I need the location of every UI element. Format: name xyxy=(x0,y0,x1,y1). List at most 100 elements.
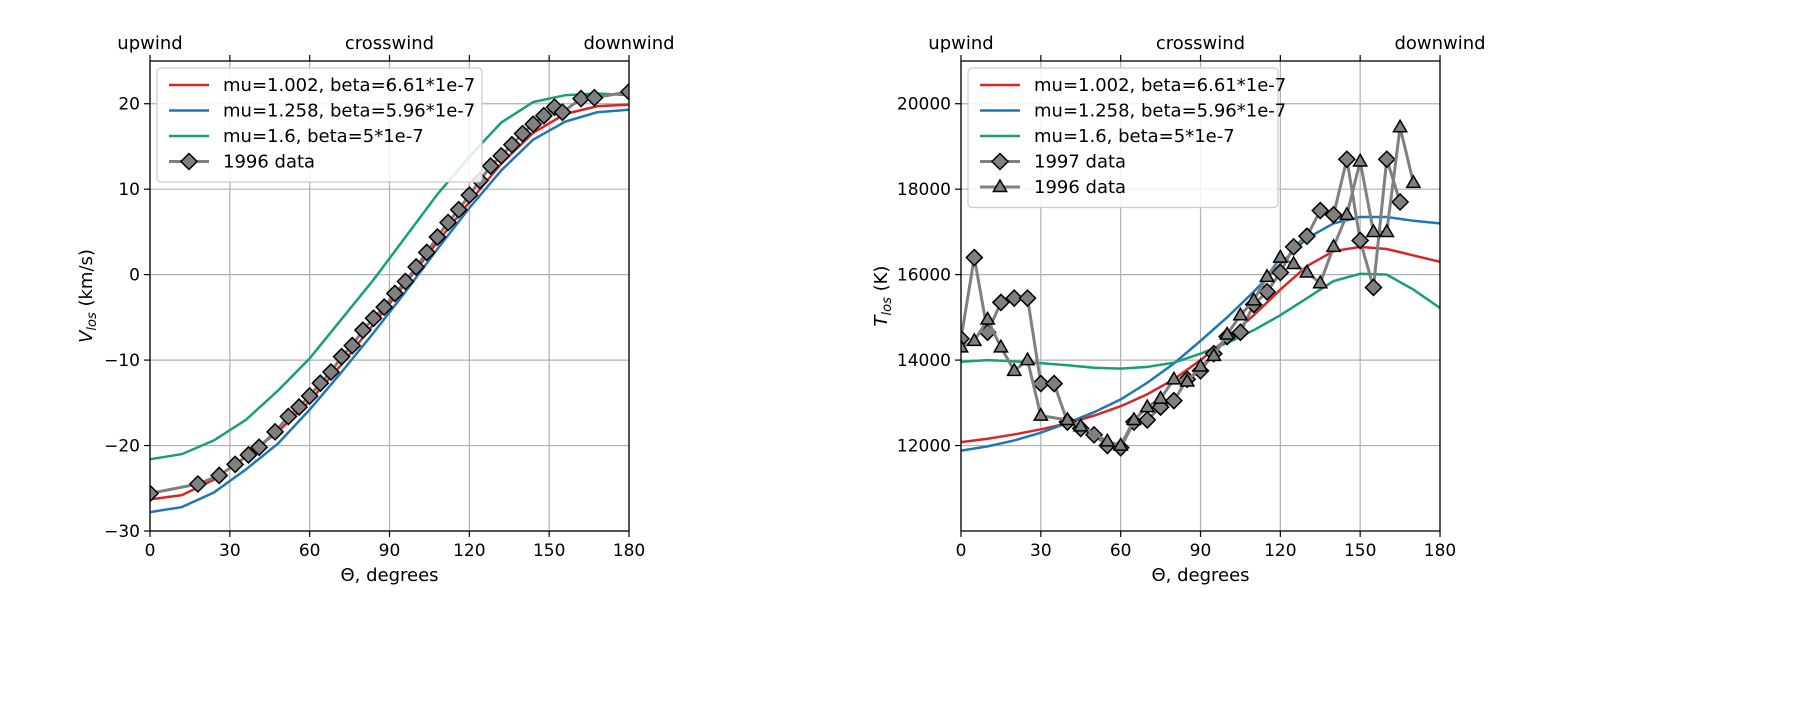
legend-label-1: mu=1.258, beta=5.96*1e-7 xyxy=(223,101,475,122)
data-point-4-27 xyxy=(1338,206,1355,221)
legend-label-0: mu=1.002, beta=6.61*1e-7 xyxy=(1034,75,1286,96)
x-tick-label-2: 60 xyxy=(299,541,321,561)
data-point-3-12 xyxy=(332,347,351,366)
x-tick-label-6: 180 xyxy=(1424,541,1456,561)
data-point-3-16 xyxy=(375,298,394,317)
data-point-3-8 xyxy=(289,398,309,417)
data-point-4-19 xyxy=(1232,306,1249,321)
data-point-3-29 xyxy=(1337,150,1356,169)
data-point-3-16 xyxy=(1164,391,1183,410)
legend-label-0: mu=1.002, beta=6.61*1e-7 xyxy=(223,75,475,96)
x-tick-label-1: 30 xyxy=(1030,541,1052,561)
data-point-3-1 xyxy=(188,474,207,494)
y-tick-label-0: 12000 xyxy=(897,437,951,457)
legend-label-2: mu=1.6, beta=5*1e-7 xyxy=(223,126,424,147)
legend: mu=1.002, beta=6.61*1e-7 mu=1.258, beta=5… xyxy=(967,67,1286,209)
data-point-3-4 xyxy=(239,445,258,465)
data-point-3-22 xyxy=(438,213,458,232)
y-tick-label-3: 18000 xyxy=(897,180,951,200)
data-point-4-17 xyxy=(1205,347,1222,362)
y-tick-label-1: 14000 xyxy=(897,351,951,371)
y-tick-label-2: −10 xyxy=(104,351,140,371)
data-point-3-26 xyxy=(1297,227,1317,246)
top-label-0: upwind xyxy=(117,33,182,54)
series-line-2 xyxy=(961,272,1440,370)
data-point-4-11 xyxy=(1126,411,1142,426)
data-point-4-29 xyxy=(1365,223,1382,238)
data-point-4-24 xyxy=(1298,263,1315,278)
data-point-3-1 xyxy=(965,248,984,267)
y-axis-label: Tlos (K) xyxy=(871,266,895,327)
data-point-3-34 xyxy=(572,89,591,108)
data-point-3-19 xyxy=(407,257,426,277)
x-tick-label-0: 0 xyxy=(145,541,156,561)
y-tick-label-4: 10 xyxy=(118,180,140,200)
x-tick-label-4: 120 xyxy=(1264,541,1296,561)
data-point-4-12 xyxy=(1139,398,1156,413)
data-point-3-23 xyxy=(449,200,468,219)
data-point-4-0 xyxy=(961,338,969,353)
x-tick-label-1: 30 xyxy=(219,541,241,561)
data-point-3-18 xyxy=(396,272,415,291)
data-point-3-35 xyxy=(585,88,604,107)
data-point-3-25 xyxy=(1284,237,1303,256)
y-axis-unit: (K) xyxy=(871,266,892,298)
series-line-2 xyxy=(150,92,629,461)
data-point-4-22 xyxy=(1272,249,1289,263)
data-point-4-9 xyxy=(1099,432,1116,447)
data-point-3-33 xyxy=(1391,192,1410,212)
y-tick-label-4: 20000 xyxy=(897,95,951,115)
data-point-3-2 xyxy=(210,466,229,485)
chart-panel-1: 0 30 60 90 120 150 180 −30 −20 −10 0 10 20 upwind cros… xyxy=(76,33,675,586)
x-tick-label-3: 90 xyxy=(1190,541,1212,561)
data-point-4-23 xyxy=(1285,255,1302,270)
data-point-3-6 xyxy=(1031,374,1050,393)
data-point-4-15 xyxy=(1179,372,1196,387)
x-tick-label-5: 150 xyxy=(533,541,565,561)
top-label-2: downwind xyxy=(583,33,674,54)
x-axis-label: Θ, degrees xyxy=(340,565,438,586)
legend-label-4: 1996 data xyxy=(1034,177,1126,198)
legend-marker-3 xyxy=(179,152,199,171)
legend-box xyxy=(967,67,1279,209)
data-point-4-13 xyxy=(1152,390,1169,404)
data-point-4-26 xyxy=(1325,238,1342,253)
data-point-4-18 xyxy=(1219,325,1236,340)
legend-label-3: 1997 data xyxy=(1034,152,1126,173)
x-tick-label-3: 90 xyxy=(379,541,401,561)
data-point-4-5 xyxy=(1019,351,1036,366)
y-axis-unit: (km/s) xyxy=(76,249,97,312)
data-point-3-36 xyxy=(619,82,629,101)
y-tick-label-5: 20 xyxy=(118,95,140,115)
data-point-4-10 xyxy=(1112,437,1129,451)
data-point-3-27 xyxy=(1311,201,1330,220)
y-axis-subscript: los xyxy=(880,297,895,316)
data-point-3-24 xyxy=(1271,263,1290,282)
data-point-3-31 xyxy=(1364,278,1383,297)
data-point-4-25 xyxy=(1312,274,1329,289)
top-label-0: upwind xyxy=(928,33,993,54)
x-tick-label-0: 0 xyxy=(956,541,967,561)
x-tick-label-6: 180 xyxy=(613,541,645,561)
data-point-3-17 xyxy=(385,284,404,303)
data-point-3-20 xyxy=(417,243,436,262)
data-point-4-4 xyxy=(1006,362,1023,377)
series-group xyxy=(150,82,629,514)
data-point-3-24 xyxy=(460,186,479,205)
y-axis-label: Vlos (km/s) xyxy=(76,249,100,343)
data-point-4-14 xyxy=(1165,370,1182,385)
data-point-3-31 xyxy=(534,106,553,125)
data-point-4-8 xyxy=(1072,417,1089,432)
chart-panel-2: 0 30 60 90 120 150 180 12000 14000 16000 18000 2000… xyxy=(871,33,1486,586)
data-point-4-16 xyxy=(1192,357,1209,372)
y-axis-symbol: V xyxy=(76,329,97,343)
y-tick-label-3: 0 xyxy=(129,266,140,286)
data-point-3-13 xyxy=(343,336,362,355)
data-point-3-14 xyxy=(353,321,372,340)
top-label-1: crosswind xyxy=(345,33,434,54)
data-point-3-3 xyxy=(226,455,245,474)
data-point-4-1 xyxy=(966,332,983,347)
data-point-3-5 xyxy=(1018,289,1037,308)
y-axis-symbol: T xyxy=(871,313,892,326)
